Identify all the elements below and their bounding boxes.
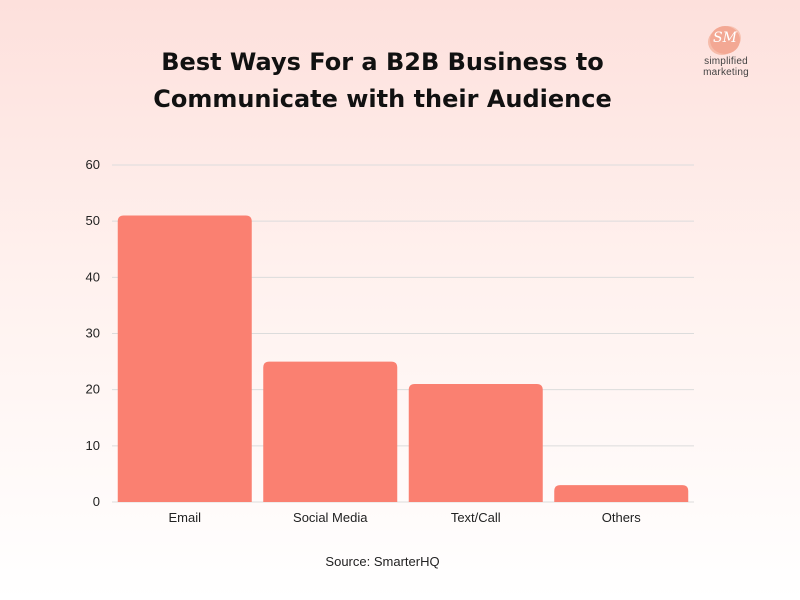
- x-tick-label: Others: [602, 510, 642, 525]
- y-tick-label: 60: [86, 157, 100, 172]
- y-tick-label: 50: [86, 213, 100, 228]
- y-tick-label: 10: [86, 438, 100, 453]
- chart-title-line-2: Communicate with their Audience: [153, 85, 612, 113]
- chart-title: Best Ways For a B2B Business to Communic…: [0, 44, 765, 118]
- y-tick-label: 30: [86, 326, 100, 341]
- logo-monogram: SM: [713, 30, 737, 46]
- logo-text: simplified marketing: [703, 56, 749, 78]
- bar-email: [117, 215, 252, 503]
- bar-text-call: [408, 384, 543, 502]
- bar-others: [554, 485, 689, 502]
- x-tick-label: Text/Call: [451, 510, 501, 525]
- logo-blob-icon: [710, 26, 740, 54]
- y-tick-label: 20: [86, 382, 100, 397]
- x-tick-label: Social Media: [293, 510, 368, 525]
- bar-social-media: [263, 361, 398, 502]
- chart-source: Source: SmarterHQ: [325, 554, 440, 569]
- brand-logo: SM simplified marketing: [680, 26, 772, 78]
- y-tick-label: 40: [86, 269, 100, 284]
- y-tick-label: 0: [93, 494, 100, 509]
- x-tick-label: Email: [168, 510, 201, 525]
- chart-title-line-1: Best Ways For a B2B Business to: [161, 48, 604, 76]
